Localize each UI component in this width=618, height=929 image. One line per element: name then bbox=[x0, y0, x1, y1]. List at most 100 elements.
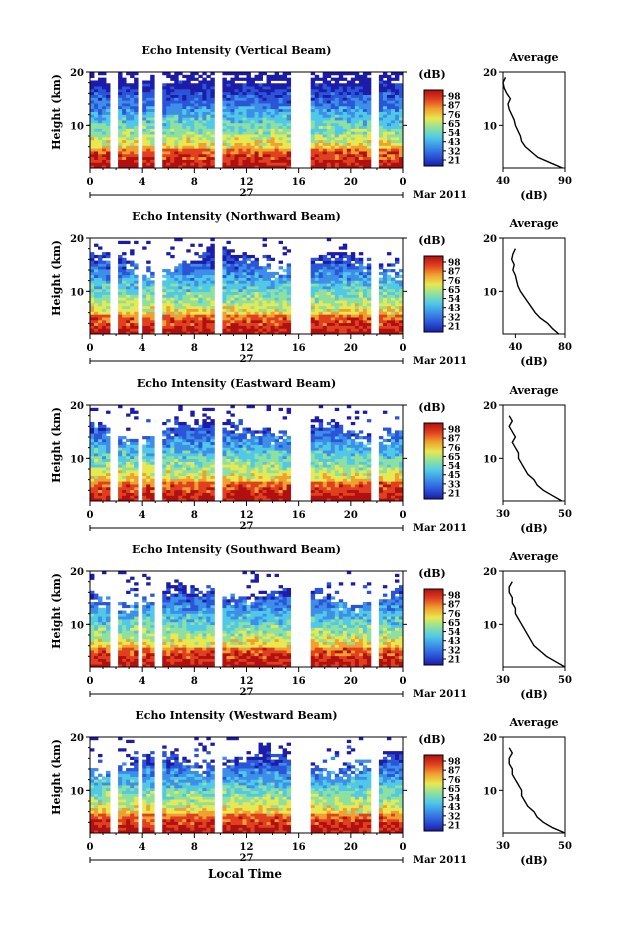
colorbar-tick-label: 43 bbox=[448, 138, 461, 148]
colorbar-tick-label: 87 bbox=[448, 767, 461, 777]
colorbar-tick-label: 21 bbox=[448, 656, 461, 666]
x-tick-label: 8 bbox=[191, 676, 198, 687]
avg-title: Average bbox=[508, 51, 558, 64]
colorbar-tick-label: 76 bbox=[448, 776, 461, 786]
x-tick-label: 0 bbox=[87, 842, 94, 853]
panel-5: Echo Intensity (Westward Beam) 10 20 Height… bbox=[50, 709, 572, 867]
colorbar-unit: (dB) bbox=[418, 234, 445, 247]
y-axis-label: Height (km) bbox=[50, 74, 63, 150]
colorbar-tick-label: 43 bbox=[448, 803, 461, 813]
colorbar bbox=[423, 754, 444, 832]
avg-x-tick-label: 50 bbox=[558, 841, 572, 852]
avg-frame bbox=[502, 736, 566, 834]
colorbar bbox=[423, 89, 444, 167]
avg-title: Average bbox=[508, 217, 558, 230]
colorbar-tick-label: 33 bbox=[448, 480, 461, 490]
y-tick-label: 20 bbox=[70, 733, 84, 744]
date-label: Mar 2011 bbox=[413, 689, 467, 700]
avg-y-tick-label: 20 bbox=[483, 401, 497, 412]
x-tick-label: 0 bbox=[87, 177, 94, 188]
avg-title: Average bbox=[508, 384, 558, 397]
x-tick-label: 4 bbox=[139, 510, 146, 521]
avg-x-axis-label: (dB) bbox=[520, 522, 547, 535]
x-tick-label: 4 bbox=[139, 343, 146, 354]
avg-y-tick-label: 20 bbox=[483, 234, 497, 245]
avg-profile-line bbox=[502, 77, 563, 169]
colorbar-tick-label: 76 bbox=[448, 610, 461, 620]
x-tick-label: 0 bbox=[87, 510, 94, 521]
x-tick-label: 12 bbox=[240, 842, 254, 853]
x-tick-label: 0 bbox=[400, 177, 407, 188]
colorbar-tick-label: 76 bbox=[448, 444, 461, 454]
avg-profile-line bbox=[508, 747, 566, 834]
day-label: 27 bbox=[240, 521, 254, 532]
x-tick-label: 16 bbox=[292, 177, 306, 188]
avg-frame bbox=[502, 237, 566, 335]
avg-y-tick-label: 10 bbox=[483, 454, 497, 465]
heatmap bbox=[90, 737, 404, 834]
x-tick-label: 12 bbox=[240, 177, 254, 188]
heatmap bbox=[90, 405, 404, 502]
x-tick-label: 8 bbox=[191, 343, 198, 354]
x-tick-label: 20 bbox=[344, 842, 358, 853]
x-tick-label: 20 bbox=[344, 510, 358, 521]
colorbar bbox=[423, 422, 444, 500]
colorbar-tick-label: 32 bbox=[448, 147, 461, 157]
colorbar-tick-label: 87 bbox=[448, 268, 461, 278]
avg-title: Average bbox=[508, 716, 558, 729]
y-tick-label: 20 bbox=[70, 567, 84, 578]
x-tick-label: 12 bbox=[240, 676, 254, 687]
colorbar bbox=[423, 255, 444, 333]
avg-y-tick-label: 10 bbox=[483, 620, 497, 631]
x-tick-label: 20 bbox=[344, 343, 358, 354]
colorbar-tick-label: 45 bbox=[448, 471, 461, 481]
avg-profile-line bbox=[510, 248, 560, 335]
x-tick-label: 20 bbox=[344, 177, 358, 188]
avg-x-axis-label: (dB) bbox=[520, 688, 547, 701]
avg-y-tick-label: 10 bbox=[483, 287, 497, 298]
x-tick-label: 4 bbox=[139, 177, 146, 188]
avg-y-tick-label: 10 bbox=[483, 786, 497, 797]
colorbar-tick-label: 65 bbox=[448, 286, 461, 296]
colorbar-tick-label: 54 bbox=[448, 295, 461, 305]
colorbar-unit: (dB) bbox=[418, 68, 445, 81]
x-tick-label: 4 bbox=[139, 842, 146, 853]
y-tick-label: 10 bbox=[70, 287, 84, 298]
avg-x-tick-label: 40 bbox=[496, 176, 510, 187]
colorbar-tick-label: 98 bbox=[448, 259, 461, 269]
colorbar-tick-label: 65 bbox=[448, 453, 461, 463]
avg-x-axis-label: (dB) bbox=[520, 355, 547, 368]
x-tick-label: 12 bbox=[240, 510, 254, 521]
day-label: 27 bbox=[240, 853, 254, 864]
colorbar-tick-label: 76 bbox=[448, 277, 461, 287]
avg-y-tick-label: 20 bbox=[483, 733, 497, 744]
colorbar-tick-label: 21 bbox=[448, 157, 461, 167]
x-tick-label: 4 bbox=[139, 676, 146, 687]
panel-title: Echo Intensity (Eastward Beam) bbox=[137, 377, 336, 390]
day-label: 27 bbox=[240, 188, 254, 199]
avg-x-tick-label: 90 bbox=[558, 176, 572, 187]
y-tick-label: 10 bbox=[70, 786, 84, 797]
y-tick-label: 20 bbox=[70, 234, 84, 245]
colorbar-tick-label: 21 bbox=[448, 490, 461, 500]
avg-frame bbox=[502, 404, 566, 502]
panel-title: Echo Intensity (Northward Beam) bbox=[132, 210, 341, 223]
x-tick-label: 8 bbox=[191, 842, 198, 853]
avg-y-tick-label: 20 bbox=[483, 567, 497, 578]
colorbar-tick-label: 21 bbox=[448, 822, 461, 832]
avg-title: Average bbox=[508, 550, 558, 563]
x-tick-label: 20 bbox=[344, 676, 358, 687]
colorbar-tick-label: 65 bbox=[448, 619, 461, 629]
y-tick-label: 20 bbox=[70, 401, 84, 412]
colorbar-tick-label: 87 bbox=[448, 601, 461, 611]
y-axis-label: Height (km) bbox=[50, 739, 63, 815]
x-tick-label: 0 bbox=[400, 842, 407, 853]
x-tick-label: 0 bbox=[400, 676, 407, 687]
colorbar-tick-label: 54 bbox=[448, 129, 461, 139]
avg-x-axis-label: (dB) bbox=[520, 189, 547, 202]
avg-profile-line bbox=[508, 415, 563, 502]
colorbar-tick-label: 54 bbox=[448, 462, 461, 472]
date-label: Mar 2011 bbox=[413, 190, 467, 201]
panel-2: Echo Intensity (Northward Beam) 10 20 Heigh… bbox=[50, 210, 572, 368]
